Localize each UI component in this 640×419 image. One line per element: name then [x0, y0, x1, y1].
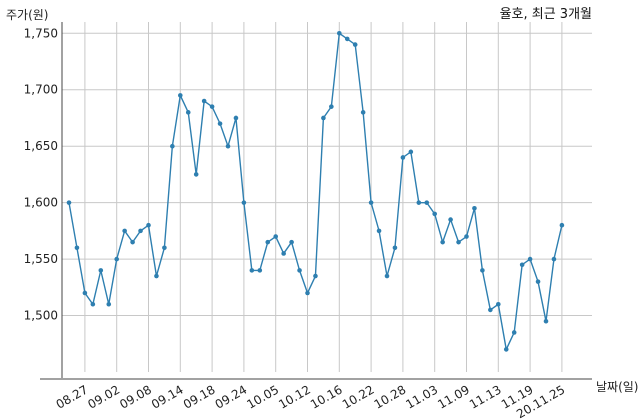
price-point: [480, 268, 485, 273]
price-point: [400, 155, 406, 160]
price-point: [241, 200, 247, 205]
price-point: [297, 268, 302, 273]
y-tick-label: 1,600: [24, 196, 58, 210]
price-point: [74, 245, 80, 251]
grid: [62, 22, 592, 372]
price-line: [68, 32, 563, 352]
y-tick-labels: 1,500 1,550 1,600 1,650 1,700 1,750: [24, 26, 58, 322]
price-point: [90, 301, 96, 307]
price-point: [249, 268, 255, 273]
chart-title: 율호, 최근 3개월: [500, 7, 592, 22]
price-point: [265, 239, 271, 245]
price-point: [82, 290, 88, 296]
price-point: [106, 301, 112, 307]
price-point: [233, 115, 239, 121]
price-point: [178, 93, 183, 98]
price-point: [456, 239, 461, 245]
price-point: [273, 234, 279, 239]
x-tick-label: 09.24: [213, 382, 250, 411]
price-point: [130, 239, 135, 245]
x-tick-label: 10.16: [308, 382, 345, 411]
y-tick-label: 1,550: [24, 252, 58, 266]
price-point: [98, 268, 104, 273]
price-point: [162, 245, 167, 251]
price-point: [464, 234, 469, 239]
x-tick-label: 09.08: [117, 382, 154, 411]
price-point: [424, 200, 430, 205]
price-point: [257, 268, 263, 273]
price-point: [543, 318, 549, 324]
price-point: [527, 256, 533, 262]
y-tick-label: 1,650: [24, 139, 58, 153]
price-point: [122, 228, 127, 234]
axes: [40, 22, 592, 380]
price-point: [146, 222, 151, 228]
price-point: [66, 200, 72, 205]
price-point: [535, 279, 541, 284]
price-point: [201, 98, 207, 104]
x-tick-label: 09.14: [149, 382, 186, 411]
price-point: [138, 228, 143, 234]
price-point: [281, 251, 286, 256]
price-point: [344, 36, 350, 42]
x-tick-labels: 08.2709.0209.0809.1409.1809.2410.0510.12…: [54, 382, 568, 419]
price-point: [551, 256, 557, 262]
y-tick-label: 1,500: [24, 309, 58, 323]
x-tick-label: 10.12: [276, 382, 313, 411]
price-point: [193, 172, 199, 177]
price-point: [488, 307, 493, 313]
price-point: [321, 115, 326, 121]
price-point: [519, 262, 525, 268]
price-point: [448, 217, 453, 222]
x-tick-label: 10.22: [340, 382, 377, 411]
price-point: [376, 228, 382, 234]
price-series: [66, 30, 565, 352]
price-point: [289, 239, 294, 245]
price-point: [432, 211, 438, 217]
price-point: [114, 256, 119, 262]
price-point: [305, 290, 310, 296]
price-point: [440, 239, 445, 245]
x-tick-label: 11.13: [467, 382, 504, 411]
price-point: [170, 143, 175, 149]
price-point: [511, 330, 517, 335]
price-point: [337, 30, 342, 36]
price-point: [384, 273, 390, 279]
price-point: [392, 245, 398, 251]
x-tick-label: 10.05: [244, 382, 281, 411]
y-axis-title: 주가(원): [6, 8, 48, 22]
x-tick-label: 10.28: [372, 382, 409, 411]
price-point: [225, 143, 231, 149]
price-point: [496, 301, 501, 307]
x-tick-label: 11.09: [435, 382, 472, 411]
price-point: [416, 200, 422, 205]
x-tick-label: 11.03: [403, 382, 440, 411]
x-axis-title: 날짜(일): [596, 380, 638, 394]
y-tick-label: 1,750: [24, 26, 58, 40]
price-point: [559, 222, 565, 228]
price-point: [209, 104, 215, 109]
x-tick-label: 09.18: [181, 382, 218, 411]
price-point: [408, 149, 414, 155]
price-point: [368, 200, 374, 205]
price-point: [185, 110, 191, 115]
price-point: [503, 347, 509, 352]
x-tick-label: 09.02: [85, 382, 122, 411]
price-point: [352, 42, 358, 47]
price-point: [154, 273, 159, 279]
price-point: [217, 121, 223, 126]
price-point: [360, 110, 366, 115]
price-point: [329, 104, 334, 109]
y-tick-label: 1,700: [24, 83, 58, 97]
price-point: [313, 273, 318, 279]
x-tick-label: 08.27: [54, 382, 91, 411]
price-point: [472, 205, 477, 211]
